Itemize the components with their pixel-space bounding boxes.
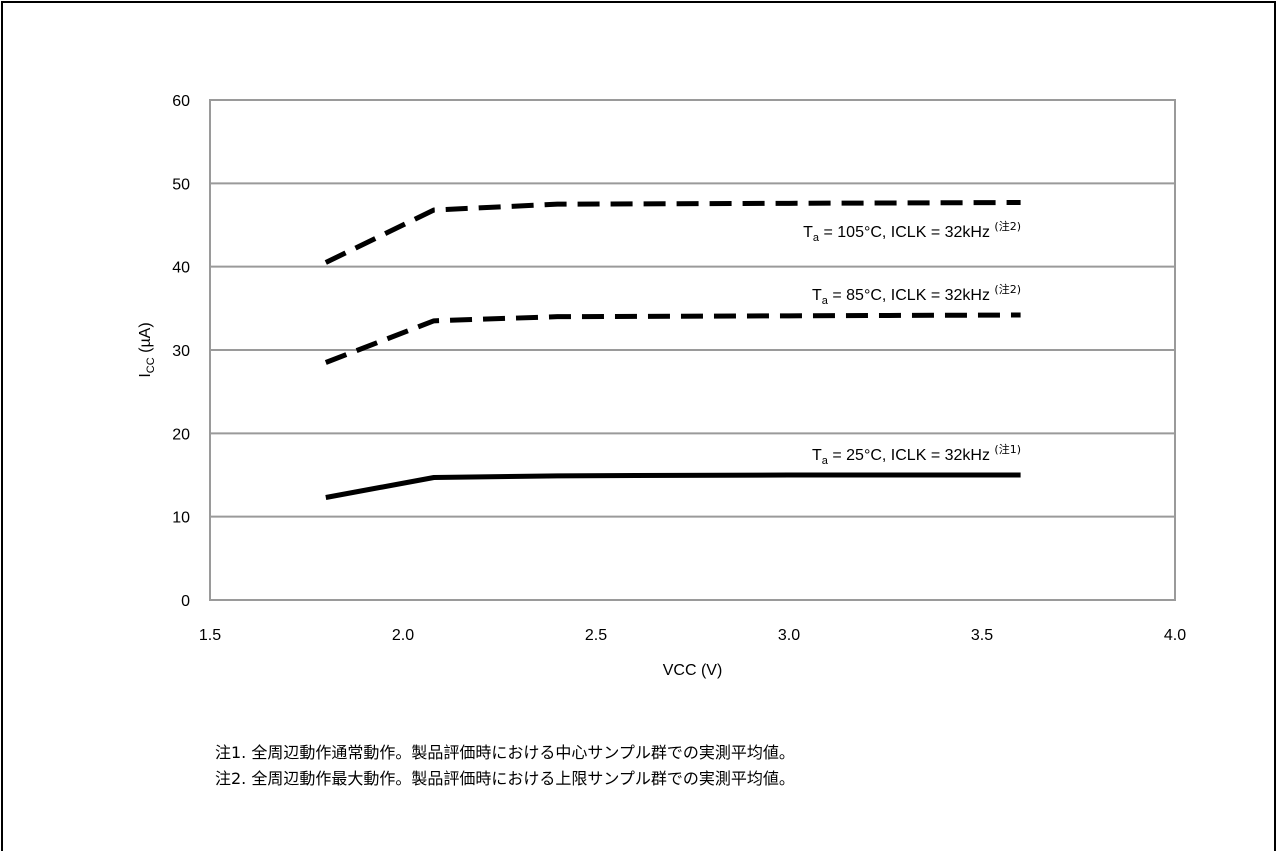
y-tick-label: 60: [172, 93, 190, 110]
series-label-1: Ta = 105°C, ICLK = 32kHz (注2): [803, 219, 1021, 244]
x-tick-label: 4.0: [1164, 627, 1186, 644]
series-label-2-sub: a: [822, 295, 829, 307]
x-tick-label: 3.5: [971, 627, 993, 644]
series-line-3: [325, 472, 1021, 500]
series-label-2-note: (注2): [994, 282, 1021, 296]
series-label-3-t: T: [812, 447, 822, 464]
y-axis-label-sub: CC: [145, 357, 157, 373]
x-tick-label: 3.0: [778, 627, 800, 644]
footnotes: 注1. 全周辺動作通常動作。製品評価時における中心サンプル群での実測平均値。 注…: [215, 740, 795, 792]
y-tick-label: 50: [172, 176, 190, 193]
y-axis-label-rest: (µA): [137, 322, 154, 357]
footnote-2: 注2. 全周辺動作最大動作。製品評価時における上限サンプル群での実測平均値。: [215, 769, 795, 788]
y-axis-label: ICC (µA): [137, 322, 157, 377]
series-line-2: [324, 312, 1021, 365]
series-label-1-sub: a: [813, 232, 820, 244]
footnote-1: 注1. 全周辺動作通常動作。製品評価時における中心サンプル群での実測平均値。: [215, 743, 795, 762]
series-label-3-sub: a: [822, 455, 829, 467]
y-tick-label: 10: [172, 510, 190, 527]
series-label-2-text: = 85°C, ICLK = 32kHz: [828, 287, 994, 304]
grid-lines: [210, 99, 1175, 601]
series-label-2-t: T: [812, 287, 822, 304]
series-label-3-note: (注1): [994, 442, 1021, 456]
x-axis-ticks: 1.5 2.0 2.5 3.0 3.5 4.0: [199, 627, 1186, 644]
series-label-1-note: (注2): [994, 219, 1021, 233]
x-axis-label: VCC (V): [663, 662, 723, 679]
x-tick-label: 2.5: [585, 627, 607, 644]
series-label-1-text: = 105°C, ICLK = 32kHz: [819, 224, 994, 241]
series-lines: [324, 200, 1021, 500]
series-labels: Ta = 105°C, ICLK = 32kHz (注2)Ta = 85°C, …: [803, 219, 1021, 467]
series-label-3-text: = 25°C, ICLK = 32kHz: [828, 447, 994, 464]
y-tick-label: 20: [172, 426, 190, 443]
x-tick-label: 1.5: [199, 627, 221, 644]
plot-area: [209, 99, 1176, 601]
series-line-1: [324, 200, 1021, 265]
y-tick-label: 0: [181, 593, 190, 610]
y-tick-label: 40: [172, 260, 190, 277]
y-tick-label: 30: [172, 343, 190, 360]
y-axis-ticks: 0 10 20 30 40 50 60: [172, 93, 190, 610]
series-label-3: Ta = 25°C, ICLK = 32kHz (注1): [812, 442, 1021, 467]
x-tick-label: 2.0: [392, 627, 414, 644]
series-label-2: Ta = 85°C, ICLK = 32kHz (注2): [812, 282, 1021, 307]
y-axis-label-main: I: [137, 373, 154, 377]
series-label-1-t: T: [803, 224, 813, 241]
